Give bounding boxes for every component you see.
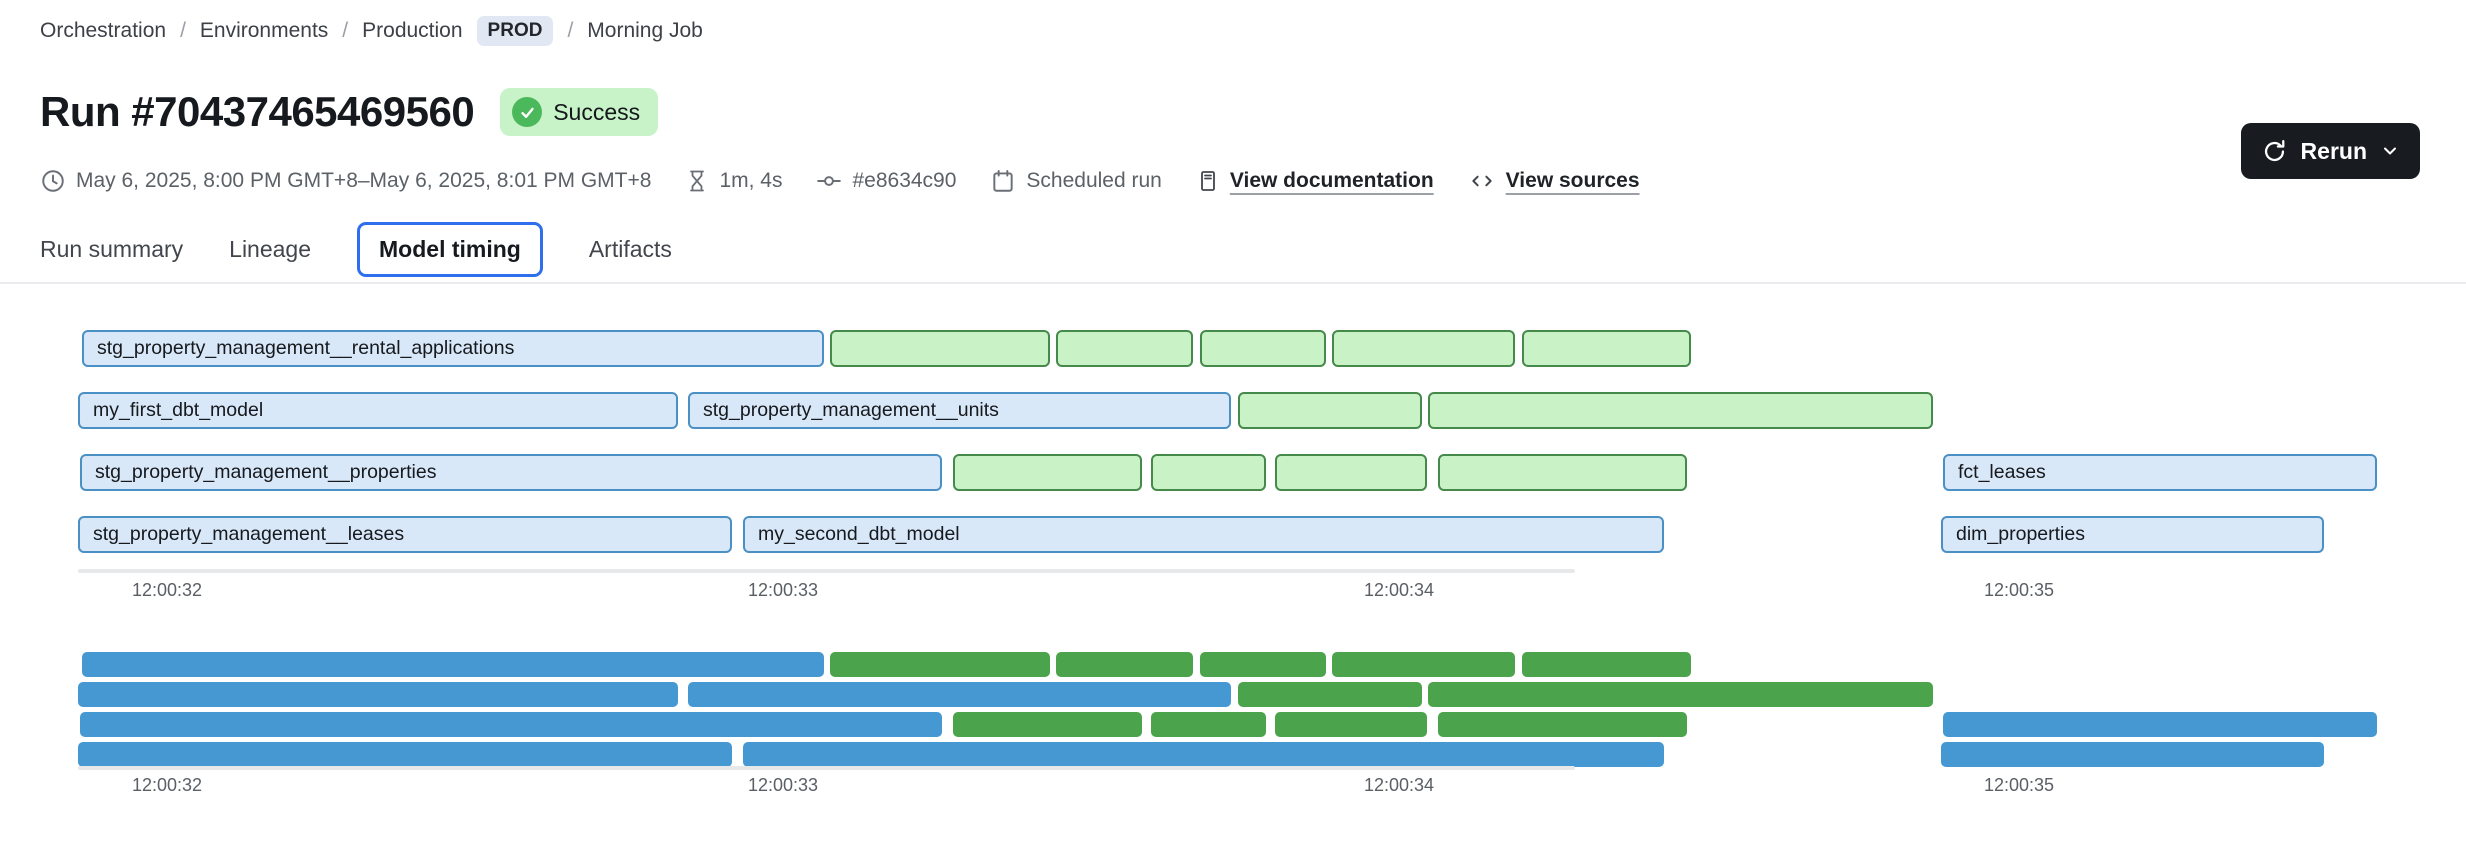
x-axis-tick: 12:00:34 (1364, 580, 1434, 601)
gantt-bar[interactable] (1275, 712, 1427, 737)
rerun-button[interactable]: Rerun (2241, 123, 2420, 179)
tabs-divider (0, 282, 2466, 284)
breadcrumb-production[interactable]: Production (362, 19, 462, 43)
gantt-bar[interactable] (1056, 330, 1193, 367)
breadcrumb-separator: / (342, 19, 348, 43)
commit-icon (816, 168, 842, 194)
chevron-down-icon (2380, 141, 2400, 161)
gantt-bar-dim_properties[interactable] (1941, 742, 2324, 767)
gantt-bar[interactable] (1151, 712, 1266, 737)
breadcrumb-separator: / (180, 19, 186, 43)
run-tabs: Run summary Lineage Model timing Artifac… (40, 222, 672, 277)
gantt-bar[interactable] (1428, 392, 1933, 429)
gantt-bar[interactable] (953, 712, 1142, 737)
gantt-bar-my_second_dbt_model[interactable]: my_second_dbt_model (743, 516, 1664, 553)
gantt-bar-stg_property_management__units[interactable] (688, 682, 1231, 707)
gantt-bar-my_second_dbt_model[interactable] (743, 742, 1664, 767)
gantt-bar[interactable] (1522, 652, 1691, 677)
hourglass-icon (685, 168, 709, 194)
rerun-label: Rerun (2301, 138, 2367, 165)
bar-label: fct_leases (1945, 456, 2375, 489)
breadcrumb-morning-job[interactable]: Morning Job (587, 19, 703, 43)
gantt-bar[interactable] (1438, 712, 1687, 737)
breadcrumb-separator: / (567, 19, 573, 43)
view-sources-link[interactable]: View sources (1468, 168, 1640, 194)
bar-label: stg_property_management__leases (80, 518, 730, 551)
run-trigger: Scheduled run (990, 168, 1161, 194)
gantt-bar-stg_property_management__units[interactable]: stg_property_management__units (688, 392, 1231, 429)
gantt-bar-stg_property_management__leases[interactable]: stg_property_management__leases (78, 516, 732, 553)
code-icon (1468, 168, 1496, 194)
status-label: Success (553, 99, 640, 126)
gantt-bar-my_first_dbt_model[interactable]: my_first_dbt_model (78, 392, 678, 429)
gantt-bar[interactable] (1332, 652, 1515, 677)
x-axis-tick: 12:00:35 (1984, 775, 2054, 796)
breadcrumb: Orchestration / Environments / Productio… (40, 16, 703, 46)
check-icon (512, 97, 542, 127)
gantt-bar-fct_leases[interactable] (1943, 712, 2377, 737)
environment-badge[interactable]: PROD (477, 16, 554, 46)
page-title: Run #70437465469560 (40, 88, 474, 136)
gantt-bar[interactable] (1238, 392, 1422, 429)
run-meta-row: May 6, 2025, 8:00 PM GMT+8–May 6, 2025, … (40, 168, 1640, 194)
bar-label: my_second_dbt_model (745, 518, 1662, 551)
bar-label: my_first_dbt_model (80, 394, 676, 427)
x-axis-tick: 12:00:34 (1364, 775, 1434, 796)
gantt-bar-stg_property_management__leases[interactable] (78, 742, 732, 767)
title-row: Run #70437465469560 Success (40, 88, 658, 136)
breadcrumb-orchestration[interactable]: Orchestration (40, 19, 166, 43)
breadcrumb-environments[interactable]: Environments (200, 19, 328, 43)
gantt-bar-stg_property_management__rental_applications[interactable] (82, 652, 824, 677)
bar-label: stg_property_management__properties (82, 456, 940, 489)
commit-sha: #e8634c90 (816, 168, 956, 194)
gantt-bar[interactable] (1275, 454, 1427, 491)
run-duration: 1m, 4s (685, 168, 782, 194)
gantt-bar-my_first_dbt_model[interactable] (78, 682, 678, 707)
run-time-range: May 6, 2025, 8:00 PM GMT+8–May 6, 2025, … (40, 168, 651, 194)
tab-run-summary[interactable]: Run summary (40, 225, 183, 274)
view-documentation-link[interactable]: View documentation (1196, 168, 1434, 194)
x-axis-tick: 12:00:32 (132, 580, 202, 601)
document-icon (1196, 168, 1220, 194)
gantt-bar[interactable] (1056, 652, 1193, 677)
gantt-bar-dim_properties[interactable]: dim_properties (1941, 516, 2324, 553)
gantt-bar-stg_property_management__properties[interactable] (80, 712, 942, 737)
x-axis-tick: 12:00:33 (748, 775, 818, 796)
refresh-icon (2261, 138, 2288, 165)
gantt-bar[interactable] (1151, 454, 1266, 491)
horizontal-scrollbar[interactable] (78, 766, 1575, 770)
gantt-bar[interactable] (1438, 454, 1687, 491)
gantt-bar[interactable] (1238, 682, 1422, 707)
bar-label: stg_property_management__rental_applicat… (84, 332, 822, 365)
x-axis-tick: 12:00:32 (132, 775, 202, 796)
gantt-bar[interactable] (830, 330, 1050, 367)
gantt-bar-fct_leases[interactable]: fct_leases (1943, 454, 2377, 491)
clock-icon (40, 168, 66, 194)
tab-artifacts[interactable]: Artifacts (589, 225, 672, 274)
gantt-bar[interactable] (1332, 330, 1515, 367)
gantt-bar[interactable] (1200, 330, 1326, 367)
horizontal-scrollbar[interactable] (78, 569, 1575, 573)
gantt-bar[interactable] (1200, 652, 1326, 677)
gantt-bar[interactable] (953, 454, 1142, 491)
status-badge: Success (500, 88, 658, 136)
x-axis-tick: 12:00:35 (1984, 580, 2054, 601)
gantt-bar-stg_property_management__rental_applications[interactable]: stg_property_management__rental_applicat… (82, 330, 824, 367)
run-detail-page: Orchestration / Environments / Productio… (0, 0, 2466, 842)
x-axis-tick: 12:00:33 (748, 580, 818, 601)
bar-label: stg_property_management__units (690, 394, 1229, 427)
gantt-bar[interactable] (1428, 682, 1933, 707)
gantt-bar[interactable] (830, 652, 1050, 677)
gantt-bar[interactable] (1522, 330, 1691, 367)
model-timing-overview: 12:00:32 12:00:33 12:00:34 12:00:35 (0, 652, 2466, 812)
tab-lineage[interactable]: Lineage (229, 225, 311, 274)
bar-label: dim_properties (1943, 518, 2322, 551)
model-timing-gantt: stg_property_management__rental_applicat… (0, 330, 2466, 620)
tab-model-timing[interactable]: Model timing (357, 222, 543, 277)
gantt-bar-stg_property_management__properties[interactable]: stg_property_management__properties (80, 454, 942, 491)
calendar-icon (990, 168, 1016, 194)
